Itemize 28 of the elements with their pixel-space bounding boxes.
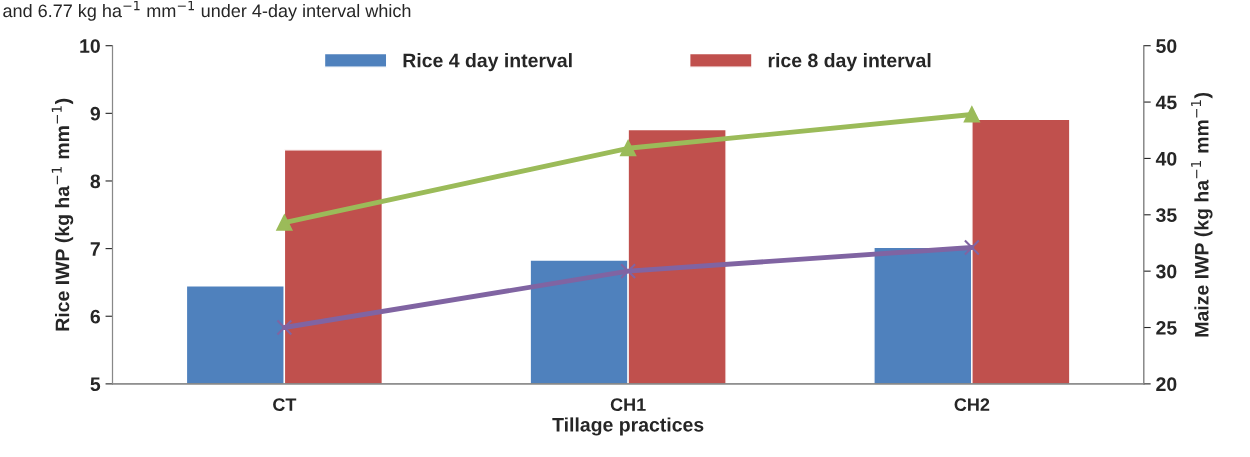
- y2-tick-label: 20: [1156, 377, 1177, 392]
- y-tick-label: 10: [80, 39, 100, 53]
- x-axis-title: Tillage practices: [552, 417, 704, 436]
- y2-tick-label: 50: [1156, 39, 1177, 53]
- point: [963, 239, 980, 256]
- point: [963, 106, 980, 123]
- y-tick-label: 5: [90, 377, 101, 392]
- legend-label: rice 8 day interval: [768, 53, 931, 72]
- y2-tick-label: 25: [1156, 320, 1177, 335]
- y2-tick-label: 45: [1155, 95, 1177, 110]
- point: [620, 140, 637, 157]
- point: [276, 319, 293, 336]
- y2-tick-label: 30: [1156, 264, 1177, 279]
- y2-axis-title: Maize IWP (kg ha$^{−1}$ mm$^{−1}$): [1191, 92, 1213, 337]
- y-axis-title: Rice IWP (kg ha$^{−1}$ mm$^{−1}$): [51, 98, 74, 331]
- y2-tick-label: 40: [1155, 151, 1177, 166]
- x-tick-label: CH1: [610, 398, 646, 412]
- y-tick-label: 7: [90, 242, 100, 256]
- legend-label: Rice 4 day interval: [403, 53, 572, 72]
- y-tick-label: 8: [90, 174, 101, 189]
- text: and 6.77 kg ha$^{−1}$ mm$^{−1}$ under 4-day interval which: [3, 0, 411, 21]
- y2-tick-label: 35: [1156, 208, 1177, 223]
- x-tick-label: CT: [273, 398, 297, 412]
- y-tick-label: 9: [90, 106, 100, 121]
- point: [620, 263, 637, 280]
- x-tick-label: CH2: [954, 398, 990, 412]
- point: [276, 214, 293, 231]
- y-tick-label: 6: [90, 309, 100, 324]
